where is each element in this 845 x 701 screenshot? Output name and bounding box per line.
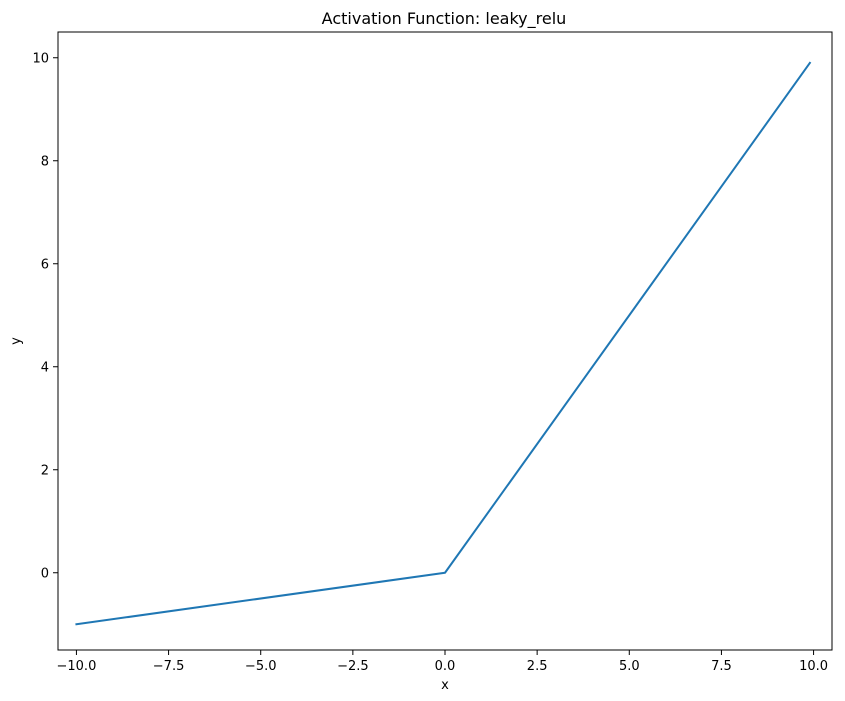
plot-area-frame [57,31,833,651]
x-tick-label: 2.5 [527,659,548,674]
y-axis-ticks: 0 2 4 6 8 10 [32,51,58,581]
x-tick-label: 7.5 [711,659,732,674]
x-axis-label: x [441,678,449,693]
x-tick-label: 5.0 [619,659,640,674]
x-tick-label: 10.0 [799,659,828,674]
x-tick-label: 0.0 [435,659,456,674]
x-tick-label: −5.0 [245,659,277,674]
x-tick-label: −7.5 [153,659,185,674]
y-tick-label: 0 [41,566,49,581]
plot-series [75,61,812,626]
x-tick-label: −2.5 [337,659,369,674]
y-tick-label: 6 [41,257,49,272]
x-tick-label: −10.0 [57,659,97,674]
y-tick-label: 8 [41,154,49,169]
x-axis-ticks: −10.0 −7.5 −5.0 −2.5 0.0 2.5 5.0 7.5 10.0 [57,650,828,674]
chart-title: Activation Function: leaky_relu [322,9,567,29]
y-tick-label: 2 [41,463,49,478]
series-line [75,61,812,626]
y-tick-label: 10 [32,51,49,66]
y-axis-label: y [9,337,24,345]
y-tick-label: 4 [41,360,49,375]
